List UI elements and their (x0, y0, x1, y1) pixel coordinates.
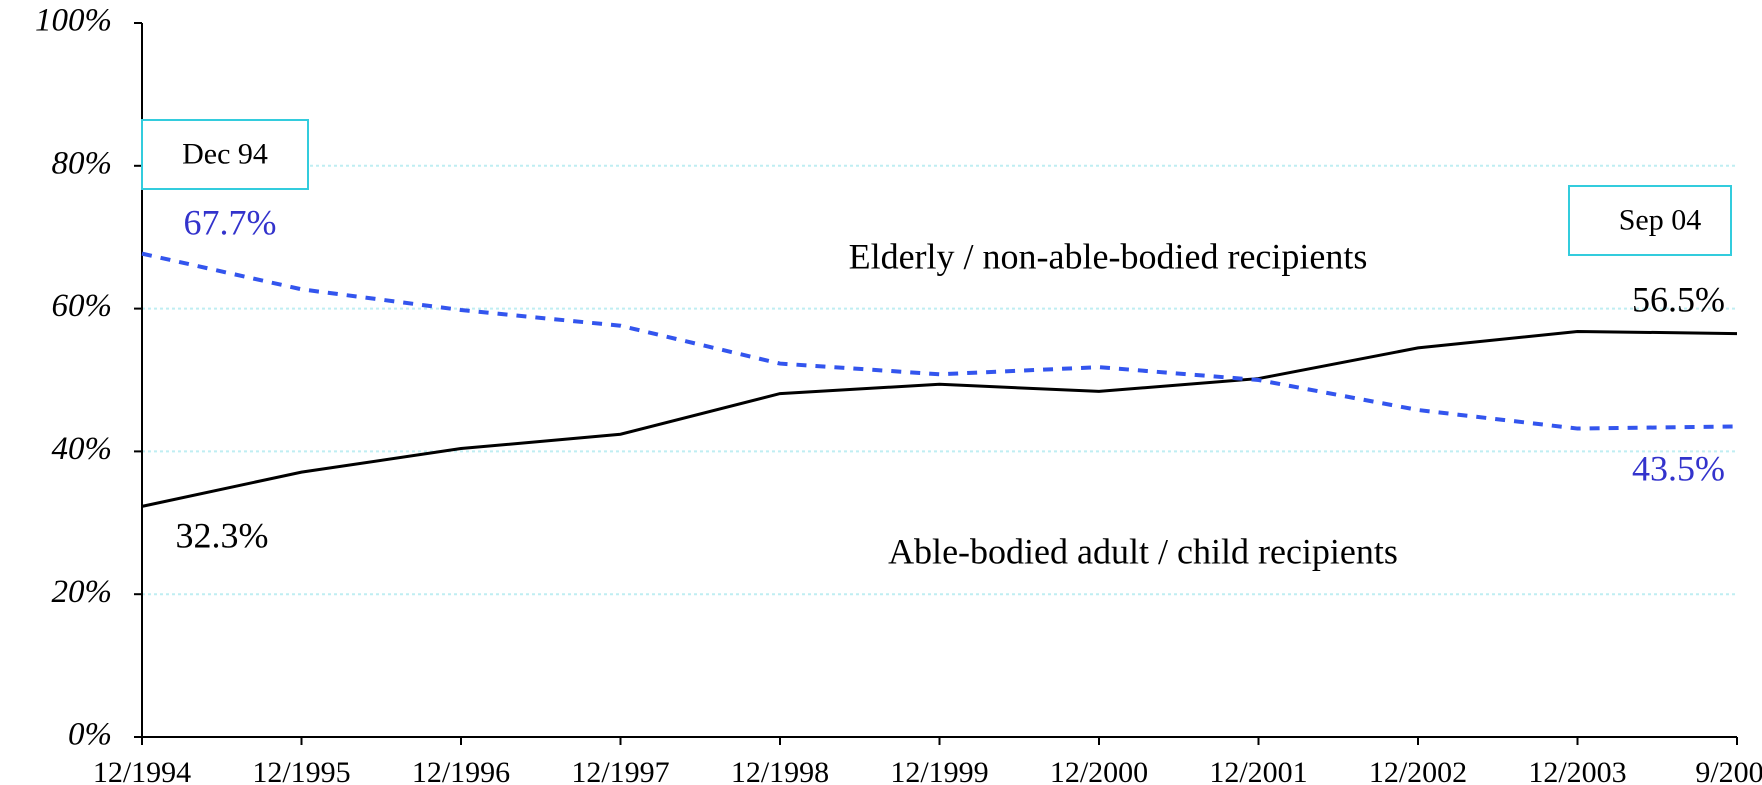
x-tick-label: 12/2002 (1369, 756, 1467, 785)
x-tick-label: 12/1996 (412, 756, 510, 785)
annotation: Sep 04 (1619, 203, 1702, 236)
region-label: Elderly / non-able-bodied recipients (849, 236, 1368, 276)
x-tick-label: 12/1997 (571, 756, 669, 785)
x-tick-label: 12/2000 (1050, 756, 1148, 785)
x-tick-label: 9/2004 (1695, 756, 1762, 785)
y-tick-label: 60% (52, 288, 113, 324)
y-tick-label: 20% (52, 574, 113, 610)
value-label: 43.5% (1632, 448, 1725, 488)
value-label: 32.3% (176, 515, 269, 555)
x-tick-label: 12/1999 (890, 756, 988, 785)
annotation-box (1568, 185, 1732, 256)
series-line (141, 251, 1738, 431)
region-label: Able-bodied adult / child recipients (888, 531, 1398, 571)
y-tick-label: 100% (35, 3, 112, 39)
x-tick-label: 12/1994 (93, 756, 191, 785)
y-tick-label: 0% (68, 717, 112, 753)
x-tick-label: 12/1995 (252, 756, 350, 785)
x-tick-label: 12/2003 (1528, 756, 1626, 785)
series-line (141, 329, 1738, 508)
annotation: Dec 94 (182, 137, 268, 170)
y-tick-label: 80% (52, 145, 113, 181)
value-label: 67.7% (184, 202, 277, 242)
value-label: 56.5% (1632, 279, 1725, 319)
x-tick-label: 12/2001 (1209, 756, 1307, 785)
y-tick-label: 40% (52, 431, 113, 467)
annotation-box (141, 119, 309, 190)
x-tick-label: 12/1998 (731, 756, 829, 785)
